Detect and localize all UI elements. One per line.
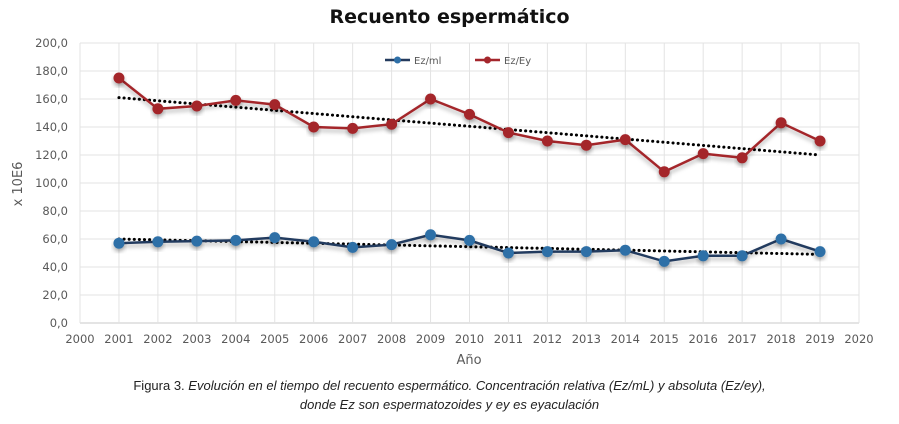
legend-label-ez-ey: Ez/Ey — [504, 56, 531, 67]
x-tick-label: 2003 — [182, 332, 211, 346]
gridlines — [79, 42, 860, 324]
data-point-ez-ml — [191, 235, 203, 247]
x-tick-label: 2011 — [494, 332, 523, 346]
data-point-ez-ml — [697, 250, 709, 262]
y-tick-label: 20,0 — [42, 288, 68, 302]
x-axis-ticks: 2000 2001 2002 2003 2004 2005 2006 2007 2008 2009… — [65, 332, 873, 346]
x-tick-label: 2015 — [650, 332, 679, 346]
x-tick-label: 2009 — [416, 332, 445, 346]
caption-lead: Figura 3. — [133, 378, 185, 393]
data-point-ez-ey — [658, 166, 670, 178]
x-tick-label: 2018 — [766, 332, 795, 346]
data-point-ez-ey — [308, 121, 320, 133]
x-tick-label: 2014 — [611, 332, 640, 346]
x-tick-label: 2008 — [377, 332, 406, 346]
x-tick-label: 2007 — [338, 332, 367, 346]
data-point-ez-ey — [269, 99, 281, 111]
data-point-ez-ey — [464, 108, 475, 120]
data-point-ez-ey — [191, 100, 203, 112]
y-tick-label: 200,0 — [35, 36, 68, 50]
data-point-ez-ey — [425, 93, 437, 105]
chart-title: Recuento espermático — [329, 6, 570, 28]
data-point-ez-ml — [502, 247, 514, 259]
data-point-ez-ey — [619, 134, 631, 146]
x-tick-label: 2001 — [104, 332, 133, 346]
data-point-ez-ml — [814, 246, 826, 258]
data-point-ez-ml — [152, 236, 164, 248]
data-point-ez-ml — [113, 237, 125, 249]
y-tick-label: 140,0 — [35, 120, 68, 134]
data-point-ez-ey — [736, 152, 748, 164]
data-point-ez-ml — [736, 250, 748, 262]
caption-line-1: Evolución en el tiempo del recuento espe… — [188, 378, 766, 393]
y-tick-label: 80,0 — [42, 204, 68, 218]
x-tick-label: 2000 — [65, 332, 94, 346]
data-point-ez-ey — [541, 135, 553, 147]
data-point-ez-ml — [386, 239, 398, 251]
data-point-ez-ml — [464, 234, 475, 246]
data-point-ez-ml — [658, 255, 670, 267]
data-point-ez-ey — [697, 148, 709, 160]
data-point-ez-ey — [152, 103, 164, 115]
data-point-ez-ml — [347, 241, 359, 253]
data-point-ez-ml — [308, 236, 320, 248]
data-point-ez-ey — [775, 117, 787, 129]
legend-marker-ez-ml — [394, 56, 401, 64]
data-point-ez-ey — [580, 139, 592, 151]
data-point-ez-ml — [269, 232, 281, 244]
data-point-ez-ml — [775, 233, 787, 245]
figure-caption: Figura 3. Evolución en el tiempo del rec… — [0, 376, 899, 414]
caption-line-2: donde Ez son espermatozoides y ey es eya… — [299, 397, 600, 412]
y-tick-label: 120,0 — [35, 148, 68, 162]
x-tick-label: 2006 — [299, 332, 328, 346]
data-point-ez-ey — [230, 94, 242, 106]
x-tick-label: 2013 — [572, 332, 601, 346]
data-point-ez-ey — [386, 118, 398, 130]
data-point-ez-ml — [541, 246, 553, 258]
y-tick-label: 180,0 — [35, 64, 68, 78]
y-tick-label: 160,0 — [35, 92, 68, 106]
y-tick-label: 0,0 — [50, 316, 68, 330]
series — [113, 72, 826, 267]
x-axis-title: Año — [456, 353, 481, 368]
legend-label-ez-ml: Ez/ml — [414, 56, 441, 67]
x-tick-label: 2002 — [143, 332, 172, 346]
y-axis-ticks: 0,0 20,0 40,0 60,0 80,0 100,0 120,0 140,0 160,0 1… — [35, 36, 68, 330]
x-tick-label: 2005 — [260, 332, 289, 346]
data-point-ez-ey — [113, 72, 125, 84]
data-point-ez-ey — [502, 127, 514, 139]
data-point-ez-ml — [619, 244, 631, 256]
x-tick-label: 2004 — [221, 332, 250, 346]
x-tick-label: 2012 — [533, 332, 562, 346]
x-tick-label: 2016 — [689, 332, 718, 346]
data-point-ez-ey — [347, 122, 359, 134]
y-tick-label: 60,0 — [42, 232, 68, 246]
x-tick-label: 2020 — [844, 332, 873, 346]
legend: Ez/ml Ez/Ey — [385, 56, 531, 67]
data-point-ez-ml — [425, 229, 437, 241]
y-tick-label: 100,0 — [35, 176, 68, 190]
data-point-ez-ml — [580, 246, 592, 258]
data-point-ez-ml — [230, 234, 242, 246]
legend-marker-ez-ey — [484, 56, 491, 64]
trendline-ez-ey — [117, 96, 822, 157]
x-tick-label: 2017 — [728, 332, 757, 346]
x-tick-label: 2019 — [805, 332, 834, 346]
y-tick-label: 40,0 — [42, 260, 68, 274]
y-axis-title: x 10E6 — [11, 162, 26, 207]
x-tick-label: 2010 — [455, 332, 484, 346]
data-point-ez-ey — [814, 135, 826, 147]
